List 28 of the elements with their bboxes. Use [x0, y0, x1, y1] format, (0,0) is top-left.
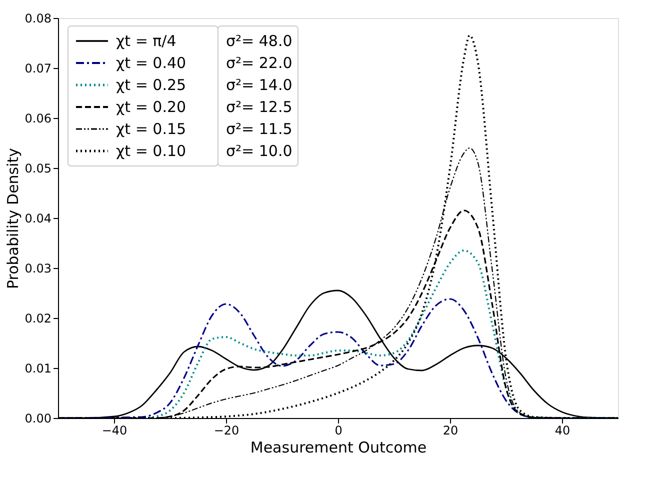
y-axis-title: Probability Density [4, 148, 22, 290]
annotation: σ²= 12.5 [226, 98, 292, 116]
y-tick-label: 0.05 [24, 162, 52, 176]
legend-label: χt = 0.15 [116, 120, 186, 138]
x-tick-label: −20 [214, 424, 240, 438]
y-tick-label: 0.04 [24, 212, 52, 226]
x-tick-label: 20 [442, 424, 458, 438]
y-tick-label: 0.01 [24, 362, 52, 376]
annotation: σ²= 22.0 [226, 54, 292, 72]
y-tick-label: 0.07 [24, 62, 52, 76]
legend-label: χt = 0.25 [116, 76, 186, 94]
annotation: σ²= 10.0 [226, 142, 292, 160]
y-tick-label: 0.06 [24, 112, 52, 126]
y-tick-label: 0.03 [24, 262, 52, 276]
y-tick-label: 0.02 [24, 312, 52, 326]
legend-label: χt = 0.10 [116, 142, 186, 160]
legend-label: χt = π/4 [116, 32, 176, 50]
x-tick-label: −40 [102, 424, 128, 438]
x-tick-label: 0 [334, 424, 342, 438]
legend-label: χt = 0.20 [116, 98, 186, 116]
x-tick-label: 40 [554, 424, 570, 438]
x-axis-title: Measurement Outcome [250, 438, 427, 456]
legend-label: χt = 0.40 [116, 54, 186, 72]
annotation: σ²= 11.5 [226, 120, 292, 138]
y-tick-label: 0.08 [24, 12, 52, 26]
annotation: σ²= 48.0 [226, 32, 292, 50]
annotation: σ²= 14.0 [226, 76, 292, 94]
y-tick-label: 0.00 [24, 412, 52, 426]
